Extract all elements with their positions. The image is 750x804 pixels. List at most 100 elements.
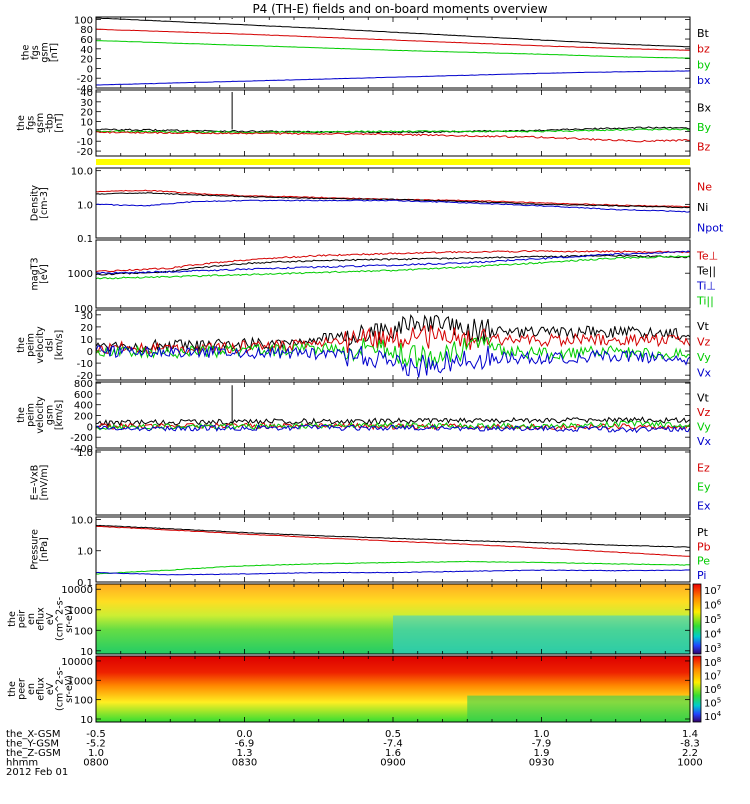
panel-frame (95, 449, 691, 516)
panel-peer_spectrogram: thepeerenefluxeV(cm^2-s-sr-eV)1081071061… (7, 655, 722, 726)
ylabel-line: [nPa] (39, 537, 50, 562)
legend-label: Ni (697, 201, 708, 214)
y-tick-label: 800 (74, 379, 93, 390)
y-tick-label: 0.1 (77, 578, 93, 589)
x-row-value: 0800 (83, 758, 108, 769)
x-row-value: -7.9 (532, 739, 552, 750)
y-tick-label: 100 (74, 696, 93, 707)
series-line-bx (95, 70, 691, 86)
panel-ylabel: magT3[eV] (30, 258, 51, 291)
y-tick-label: 0 (87, 422, 93, 433)
panel-density: Density[cm-3] 10.0 1.0 0.1 Ne Ni Npot (30, 167, 724, 245)
series-line-Npot (95, 199, 691, 213)
y-tick-label: 60 (80, 35, 93, 46)
x-row-value: -8.3 (680, 739, 700, 750)
series-line-Pt (95, 524, 690, 548)
panel-frame (95, 89, 691, 157)
x-row-value: -6.9 (235, 739, 255, 750)
ylabel-line: eflux (36, 677, 47, 701)
series-line-Te|| (95, 254, 691, 276)
y-tick-label: 100 (74, 304, 93, 315)
ylabel-line: the (16, 337, 27, 353)
x-row-label: the_X-GSM (6, 729, 60, 740)
colorbar-label: 108 (704, 656, 721, 669)
y-tick-label: 1000 (68, 269, 93, 280)
colorbar-exponent: 8 (717, 656, 721, 664)
series-line-Ne (95, 189, 691, 208)
ylabel-line: fgs (26, 116, 37, 130)
y-tick-label: 1.0 (77, 547, 93, 558)
series-line-By (95, 128, 691, 134)
y-tick-label: -40 (77, 84, 93, 95)
y-tick-label: 10000 (61, 657, 93, 668)
legend-label: Ti|| (696, 295, 714, 308)
y-tick-label: 1.0 (77, 448, 93, 459)
ylabel-line: velocity (35, 326, 46, 364)
ylabel-line: eflux (36, 607, 47, 631)
legend-label: Bz (697, 140, 711, 153)
series-line-Vy (95, 335, 691, 369)
y-tick-label: 1.0 (77, 200, 93, 211)
y-tick-label: 40 (80, 45, 93, 56)
legend-label: Pb (697, 540, 711, 553)
legend-label: Ex (697, 500, 711, 513)
ylabel-line: eV (45, 682, 56, 695)
legend-label: Vz (697, 406, 711, 419)
x-row-value: 0930 (529, 758, 554, 769)
legend-label: bz (697, 43, 710, 56)
spectrogram-low-flux (393, 615, 690, 654)
ylabel-line: peer (17, 678, 28, 700)
legend-label: Vz (697, 335, 711, 348)
legend-label: Ne (697, 180, 712, 193)
ylabel-line: [cm-3] (39, 187, 50, 218)
ylabel-line: [km/s] (54, 330, 65, 360)
colorbar-label: 105 (704, 613, 721, 626)
series-line-Pe (95, 560, 691, 575)
x-row-value: -7.4 (383, 739, 403, 750)
x-row-value: 2.2 (682, 748, 698, 759)
y-tick-label: 30 (80, 98, 93, 109)
series-line-Bt (96, 17, 690, 48)
data-gap-bar (96, 159, 690, 165)
legend-label: Ey (697, 481, 711, 494)
y-tick-label: 20 (80, 323, 93, 334)
x-row-label: the_Z-GSM (6, 748, 61, 759)
y-tick-label: 10.0 (71, 167, 93, 178)
x-row-value: 0830 (232, 758, 257, 769)
y-tick-label: 0.1 (77, 234, 93, 245)
series-line-Vy (95, 420, 691, 431)
series-line-Te⊥ (95, 249, 691, 273)
series-line-Pb (95, 525, 690, 557)
x-row-value: 1.0 (534, 729, 550, 740)
ylabel-line: (cm^2-s- (55, 667, 66, 711)
ylabel-line: gsm (40, 42, 51, 62)
colorbar-exponent: 5 (717, 697, 721, 705)
legend-label: by (697, 58, 711, 71)
colorbar-exponent: 7 (717, 584, 721, 592)
legend-label: Npot (697, 222, 724, 235)
y-tick-label: -200 (70, 433, 93, 444)
series-line-Vt (95, 416, 691, 428)
colorbar-exponent: 3 (717, 642, 721, 650)
legend-label: Vy (697, 420, 711, 433)
colorbar-exponent: 6 (717, 683, 722, 691)
legend-label: By (697, 121, 712, 134)
colorbar-label: 104 (704, 710, 722, 723)
ylabel-line: magT3 (30, 258, 41, 291)
y-tick-label: -400 (70, 444, 93, 455)
y-tick-label: 10 (80, 715, 93, 726)
ylabel-line: Pressure (30, 529, 41, 570)
series-line-Pi (95, 569, 691, 576)
series-line-bz (95, 28, 691, 51)
legend-label: bx (697, 74, 711, 87)
colorbar (692, 655, 702, 723)
spectrogram-low-flux (467, 695, 690, 722)
panel-frame (95, 167, 691, 239)
ylabel-line: [nT] (49, 43, 60, 62)
x-row-value: -0.5 (86, 729, 106, 740)
series-line-by (95, 40, 691, 59)
ylabel-line: -tbp (45, 113, 56, 132)
